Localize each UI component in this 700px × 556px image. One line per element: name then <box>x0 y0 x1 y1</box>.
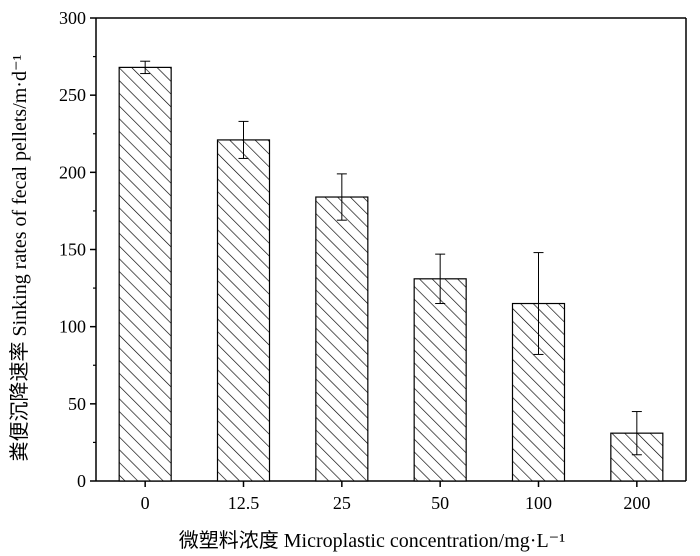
bar <box>413 278 467 482</box>
x-tick-label: 12.5 <box>228 493 260 513</box>
y-tick-label: 50 <box>68 394 86 414</box>
bar <box>118 66 172 482</box>
y-tick-label: 250 <box>59 85 86 105</box>
y-tick-label: 0 <box>77 471 86 491</box>
x-tick-label: 25 <box>333 493 351 513</box>
y-tick-label: 100 <box>59 317 86 337</box>
bar <box>315 196 369 482</box>
x-tick-label: 200 <box>623 493 650 513</box>
x-tick-label: 0 <box>141 493 150 513</box>
y-tick-label: 150 <box>59 240 86 260</box>
bar <box>511 302 566 482</box>
y-tick-label: 200 <box>59 162 86 182</box>
y-axis-title: 粪便沉降速率 Sinking rates of fecal pellets/m·… <box>8 54 31 461</box>
x-axis-title: 微塑料浓度 Microplastic concentration/mg·L⁻¹ <box>179 529 565 552</box>
x-tick-label: 100 <box>525 493 552 513</box>
y-tick-label: 300 <box>59 8 86 28</box>
bar <box>216 139 271 482</box>
x-tick-label: 50 <box>431 493 449 513</box>
